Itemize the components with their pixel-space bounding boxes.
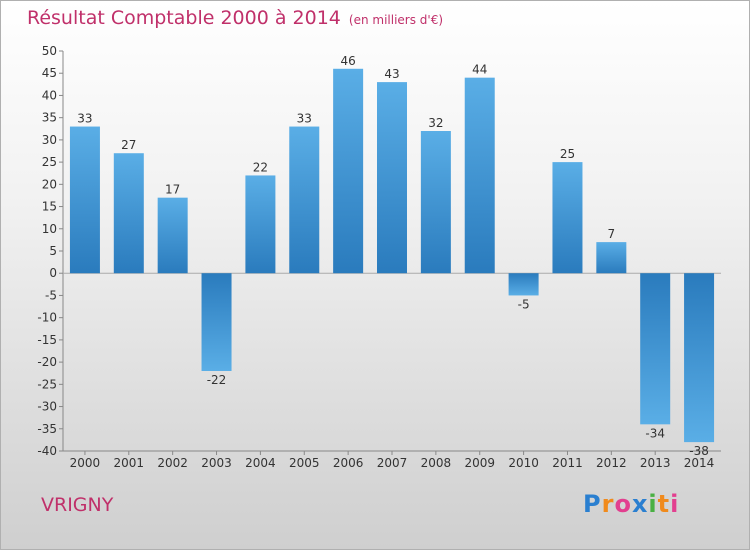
commune-name: VRIGNY (41, 494, 114, 516)
x-tick-label: 2006 (333, 456, 364, 470)
y-tick-label: -40 (37, 444, 57, 458)
y-tick-label: 15 (42, 200, 57, 214)
bar-2002 (157, 197, 188, 274)
y-tick-label: -20 (37, 355, 57, 369)
y-tick-label: -10 (37, 311, 57, 325)
y-tick-label: -5 (45, 288, 57, 302)
bar-2009 (464, 77, 495, 274)
bar-2001 (113, 153, 144, 274)
data-label-2011: 25 (560, 147, 575, 161)
logo-letter: i (648, 490, 658, 518)
bar-2010 (508, 273, 539, 296)
x-tick-label: 2004 (245, 456, 276, 470)
y-tick-label: -15 (37, 333, 57, 347)
y-tick-label: 40 (42, 88, 57, 102)
axes: -40 -35 -30 -25 -20 -15 -10 -5 0 5 10 15 20 25 30 35 40 4… (37, 44, 721, 470)
bar-2003 (201, 273, 232, 371)
x-tick-label: 2001 (114, 456, 145, 470)
bar-2012 (596, 242, 627, 274)
x-tick-label: 2003 (201, 456, 232, 470)
y-tick-label: 35 (42, 111, 57, 125)
y-tick-label: -30 (37, 400, 57, 414)
y-tick-label: 0 (49, 266, 57, 280)
x-tick-label: 2011 (552, 456, 583, 470)
y-tick-label: 20 (42, 177, 57, 191)
x-tick-label: 2008 (421, 456, 452, 470)
data-label-2002: 17 (165, 183, 180, 197)
bar-2004 (245, 175, 276, 274)
data-label-2006: 46 (340, 54, 355, 68)
x-tick-label: 2012 (596, 456, 627, 470)
x-tick-label: 2013 (640, 456, 671, 470)
x-tick-label: 2010 (508, 456, 539, 470)
bar-2013 (640, 273, 671, 425)
data-label-2013: -34 (645, 426, 665, 440)
data-label-2014: -38 (689, 444, 709, 458)
data-label-2012: 7 (608, 227, 616, 241)
y-tick-label: 30 (42, 133, 57, 147)
y-tick-label: 25 (42, 155, 57, 169)
chart-title-text: Résultat Comptable 2000 à 2014 (27, 7, 341, 29)
y-tick-label: -25 (37, 377, 57, 391)
logo-letter: r (601, 490, 615, 518)
x-tick-label: 2000 (70, 456, 101, 470)
logo-letter: x (631, 490, 649, 518)
data-label-2008: 32 (428, 116, 443, 130)
bar-2014 (684, 273, 715, 443)
x-tick-label: 2014 (684, 456, 715, 470)
chart-title: Résultat Comptable 2000 à 2014 (en millie… (27, 7, 443, 29)
y-tick-label: 50 (42, 44, 57, 58)
y-tick-label: -35 (37, 422, 57, 436)
bar-2000 (69, 126, 100, 274)
data-label-2004: 22 (253, 160, 268, 174)
data-label-2007: 43 (384, 67, 399, 81)
bar-2007 (377, 82, 407, 274)
data-label-2010: -5 (518, 297, 530, 311)
y-tick-label: 10 (42, 222, 57, 236)
x-tick-label: 2007 (377, 456, 408, 470)
x-tick-label: 2009 (464, 456, 495, 470)
chart-subtitle: (en milliers d'€) (348, 13, 444, 27)
bar-2008 (420, 131, 451, 274)
data-label-2001: 27 (121, 138, 136, 152)
x-tick-label: 2002 (157, 456, 188, 470)
data-label-2009: 44 (472, 63, 487, 77)
y-tick-label: 45 (42, 66, 57, 80)
bar-2011 (552, 162, 583, 274)
data-labels: 33 27 17 -22 22 33 46 43 32 44 -5 25 7 -34 -38 (77, 54, 709, 458)
bars (69, 68, 715, 443)
logo-letter: i (670, 490, 680, 518)
bar-2005 (289, 126, 320, 274)
proxiti-logo: Proxiti (583, 490, 679, 518)
data-label-2003: -22 (207, 373, 227, 387)
bar-2006 (333, 68, 364, 274)
logo-letter: t (657, 490, 671, 518)
y-tick-label: 5 (49, 244, 57, 258)
logo-letter: P (583, 490, 602, 518)
data-label-2005: 33 (297, 112, 312, 126)
x-tick-label: 2005 (289, 456, 320, 470)
data-label-2000: 33 (77, 112, 92, 126)
logo-letter: o (614, 490, 632, 518)
